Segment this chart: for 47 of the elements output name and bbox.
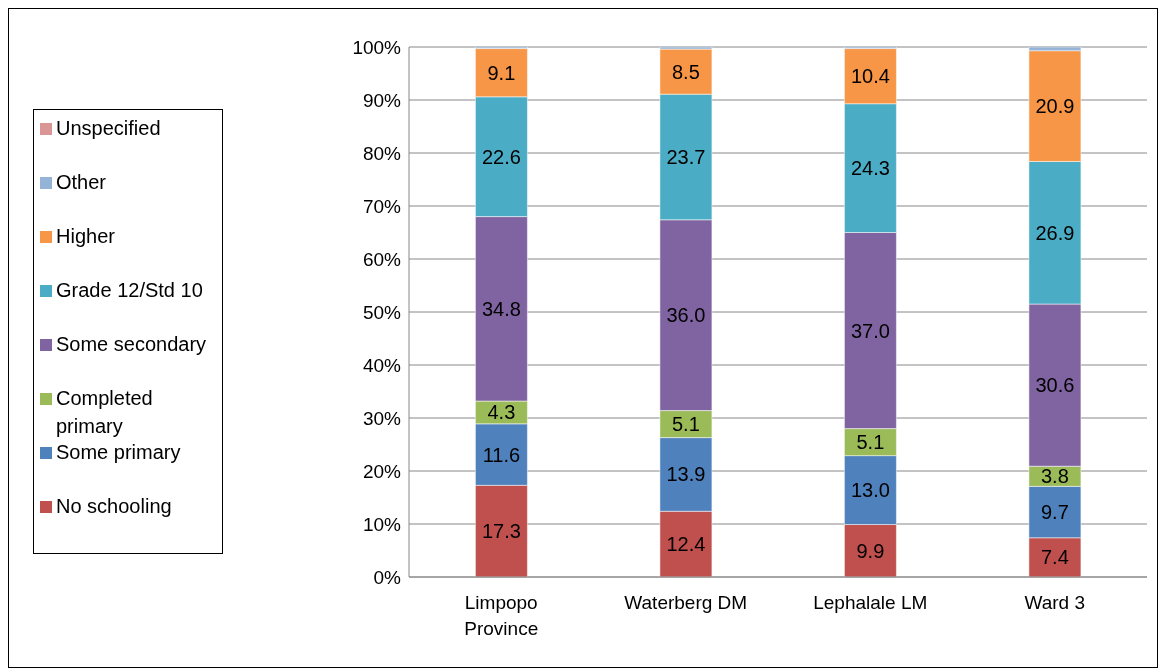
legend-label: Grade 12/Std 10 bbox=[56, 278, 204, 303]
legend-label: Completed primary bbox=[56, 386, 154, 439]
legend-label: Some primary bbox=[56, 440, 182, 465]
data-label: 5.1 bbox=[856, 431, 885, 454]
data-label: 13.0 bbox=[850, 479, 890, 502]
x-tick-label: Lephalale LM bbox=[813, 592, 928, 613]
x-tick-label: Ward 3 bbox=[1024, 592, 1086, 613]
y-tick-label: 40% bbox=[362, 354, 402, 376]
legend-label: Other bbox=[56, 170, 108, 195]
data-label: 30.6 bbox=[1035, 374, 1075, 397]
data-label: 24.3 bbox=[850, 157, 890, 180]
data-label: 36.0 bbox=[666, 304, 706, 327]
data-label: 20.9 bbox=[1035, 95, 1075, 118]
y-tick-label: 80% bbox=[362, 142, 402, 164]
data-label: 9.9 bbox=[856, 539, 885, 562]
y-tick-label: 90% bbox=[362, 89, 402, 111]
y-tick-label: 20% bbox=[362, 460, 402, 482]
data-label: 26.9 bbox=[1035, 221, 1075, 244]
x-tick-label: Limpopo Province bbox=[464, 592, 539, 639]
data-label: 37.0 bbox=[850, 319, 890, 342]
data-label: 11.6 bbox=[482, 443, 521, 466]
data-label: 13.9 bbox=[666, 463, 706, 486]
data-label: 5.1 bbox=[672, 413, 700, 436]
data-label: 7.4 bbox=[1041, 546, 1069, 569]
data-label: 17.3 bbox=[481, 520, 521, 543]
data-label: 4.3 bbox=[487, 401, 516, 424]
y-tick-label: 60% bbox=[362, 248, 402, 270]
data-label: 9.1 bbox=[487, 61, 516, 84]
data-label: 8.5 bbox=[672, 60, 700, 83]
data-label: 9.7 bbox=[1041, 501, 1069, 524]
x-tick-label: Waterberg DM bbox=[624, 592, 748, 613]
y-tick-label: 50% bbox=[362, 301, 402, 323]
legend-label: Some secondary bbox=[56, 332, 208, 357]
data-label: 12.4 bbox=[666, 533, 706, 556]
data-label: 34.8 bbox=[481, 297, 521, 320]
y-tick-label: 100% bbox=[352, 36, 402, 58]
legend-label: Higher bbox=[56, 224, 116, 249]
data-label: 23.7 bbox=[666, 145, 706, 168]
legend-label: Unspecified bbox=[56, 116, 162, 141]
y-tick-label: 70% bbox=[362, 195, 402, 217]
legend-label: No schooling bbox=[56, 494, 173, 519]
y-tick-label: 0% bbox=[373, 566, 402, 588]
data-label: 3.8 bbox=[1041, 465, 1069, 488]
y-tick-label: 30% bbox=[362, 407, 402, 429]
data-label: 22.6 bbox=[481, 145, 521, 168]
data-label: 10.4 bbox=[850, 65, 890, 88]
y-tick-label: 10% bbox=[362, 513, 402, 535]
